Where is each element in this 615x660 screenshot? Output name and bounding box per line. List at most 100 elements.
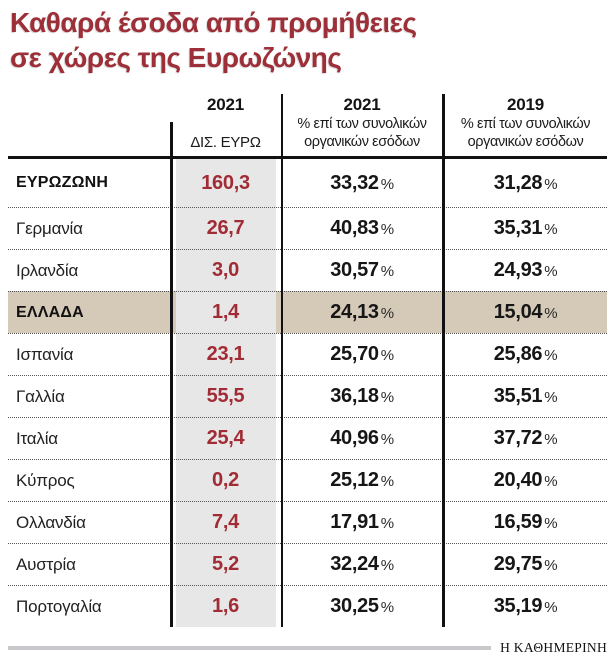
pct-2021: 30,57%: [280, 259, 444, 282]
page-title-line2: σε χώρες της Ευρωζώνης: [10, 42, 342, 73]
pct-2019-number: 20,40: [493, 469, 543, 491]
table-row: Κύπρος 0,2 25,12% 20,40%: [8, 459, 607, 501]
country-label: Ιρλανδία: [16, 260, 79, 280]
percent-sign: %: [544, 305, 558, 322]
percent-sign: %: [544, 431, 558, 448]
table-row: Γερμανία 26,7 40,83% 35,31%: [8, 207, 607, 249]
pct-2019-number: 16,59: [493, 511, 543, 533]
country-label: ΕΥΡΩΖΩΝΗ: [16, 174, 109, 191]
country-label: Αυστρία: [16, 554, 76, 574]
pct-2019: 31,28%: [444, 172, 607, 195]
vertical-rule-value-pct2021: [281, 94, 283, 627]
pct-2019-number: 31,28: [493, 171, 543, 194]
table-row: Ιταλία 25,4 40,96% 37,72%: [8, 417, 607, 459]
country-label: Γερμανία: [16, 218, 83, 238]
table-row: ΕΥΡΩΖΩΝΗ 160,3 33,32% 31,28%: [8, 159, 607, 207]
value-eur-bn: 55,5: [206, 385, 245, 407]
value-eur-bn: 7,4: [212, 511, 239, 533]
pct-2019: 37,72%: [444, 427, 607, 450]
pct-2019: 35,51%: [444, 385, 607, 408]
percent-sign: %: [544, 515, 558, 532]
country-label: Ολλανδία: [16, 512, 86, 532]
vertical-rule-pct2021-pct2019: [442, 94, 445, 627]
pct-2021: 24,13%: [280, 301, 444, 324]
table-row: Γαλλία 55,5 36,18% 35,51%: [8, 375, 607, 417]
country-label: ΕΛΛΑΔΑ: [16, 303, 84, 321]
header-pct-2021-label-line2: οργανικών εσόδων: [304, 134, 420, 150]
value-eur-bn: 25,4: [206, 427, 245, 449]
pct-2021-number: 40,96: [330, 427, 379, 449]
percent-sign: %: [544, 263, 558, 280]
pct-2021-number: 24,13: [330, 301, 379, 323]
percent-sign: %: [544, 473, 558, 490]
country-label: Πορτογαλία: [16, 596, 102, 616]
country-label: Ισπανία: [16, 344, 74, 364]
value-eur-bn: 1,4: [212, 301, 239, 323]
value-eur-bn: 0,2: [212, 469, 239, 491]
percent-sign: %: [380, 431, 394, 448]
percent-sign: %: [380, 599, 394, 616]
pct-2019-number: 29,75: [493, 553, 543, 575]
pct-2019-number: 37,72: [493, 427, 543, 449]
pct-2019: 35,19%: [444, 595, 607, 618]
country-label: Γαλλία: [16, 386, 65, 406]
pct-2021: 30,25%: [280, 595, 444, 618]
pct-2021-number: 25,70: [330, 343, 379, 365]
percent-sign: %: [380, 515, 394, 532]
pct-2021: 40,96%: [280, 427, 444, 450]
pct-2019: 25,86%: [444, 343, 607, 366]
pct-2019-number: 24,93: [493, 259, 543, 281]
pct-2019-number: 35,31: [493, 217, 543, 239]
pct-2019: 35,31%: [444, 217, 607, 240]
pct-2021: 25,70%: [280, 343, 444, 366]
pct-2019: 16,59%: [444, 511, 607, 534]
percent-sign: %: [544, 175, 558, 193]
pct-2021-number: 32,24: [330, 553, 379, 575]
pct-2019-number: 25,86: [493, 343, 543, 365]
pct-2019: 20,40%: [444, 469, 607, 492]
percent-sign: %: [380, 175, 394, 193]
value-eur-bn: 23,1: [206, 343, 245, 365]
value-column-background: [176, 159, 276, 627]
data-table: 2021 ΔΙΣ. ΕΥΡΩ 2021 % επί των συνολικών …: [8, 94, 607, 627]
table-row: ΕΛΛΑΔΑ 1,4 24,13% 15,04%: [8, 291, 607, 333]
table-row: Ισπανία 23,1 25,70% 25,86%: [8, 333, 607, 375]
header-pct-2019-label-line1: % επί των συνολικών: [460, 116, 591, 132]
percent-sign: %: [544, 599, 558, 616]
pct-2021-number: 30,57: [330, 259, 379, 281]
header-pct-2021-label: % επί των συνολικών οργανικών εσόδων: [280, 115, 444, 151]
pct-2021-number: 36,18: [330, 385, 379, 407]
percent-sign: %: [380, 557, 394, 574]
table-row: Ιρλανδία 3,0 30,57% 24,93%: [8, 249, 607, 291]
footer-rule: [8, 646, 492, 650]
pct-2021-number: 17,91: [330, 511, 379, 533]
pct-2021: 25,12%: [280, 469, 444, 492]
pct-2021: 32,24%: [280, 553, 444, 576]
pct-2021-number: 40,83: [330, 217, 379, 239]
percent-sign: %: [544, 221, 558, 238]
table-header: 2021 ΔΙΣ. ΕΥΡΩ 2021 % επί των συνολικών …: [8, 94, 607, 156]
header-value-column: 2021 ΔΙΣ. ΕΥΡΩ: [171, 94, 280, 156]
footer: Η ΚΑΘΗΜΕΡΙΝΗ: [8, 640, 607, 656]
value-eur-bn: 3,0: [212, 259, 239, 281]
header-value-year: 2021: [206, 95, 245, 114]
percent-sign: %: [380, 221, 394, 238]
country-label: Κύπρος: [16, 470, 75, 490]
percent-sign: %: [544, 389, 558, 406]
table-row: Αυστρία 5,2 32,24% 29,75%: [8, 543, 607, 585]
pct-2019: 29,75%: [444, 553, 607, 576]
value-eur-bn: 1,6: [212, 595, 239, 617]
header-country-spacer: [8, 94, 171, 156]
header-pct-2021-column: 2021 % επί των συνολικών οργανικών εσόδω…: [280, 94, 444, 156]
pct-2019-number: 35,19: [493, 595, 543, 617]
pct-2021: 40,83%: [280, 217, 444, 240]
percent-sign: %: [544, 557, 558, 574]
header-pct-2019-label: % επί των συνολικών οργανικών εσόδων: [444, 115, 607, 151]
table-row: Πορτογαλία 1,6 30,25% 35,19%: [8, 585, 607, 627]
pct-2019: 15,04%: [444, 301, 607, 324]
percent-sign: %: [380, 389, 394, 406]
table-row: Ολλανδία 7,4 17,91% 16,59%: [8, 501, 607, 543]
pct-2019-number: 15,04: [493, 301, 543, 323]
page-title: Καθαρά έσοδα από προμήθειες σε χώρες της…: [0, 0, 615, 75]
